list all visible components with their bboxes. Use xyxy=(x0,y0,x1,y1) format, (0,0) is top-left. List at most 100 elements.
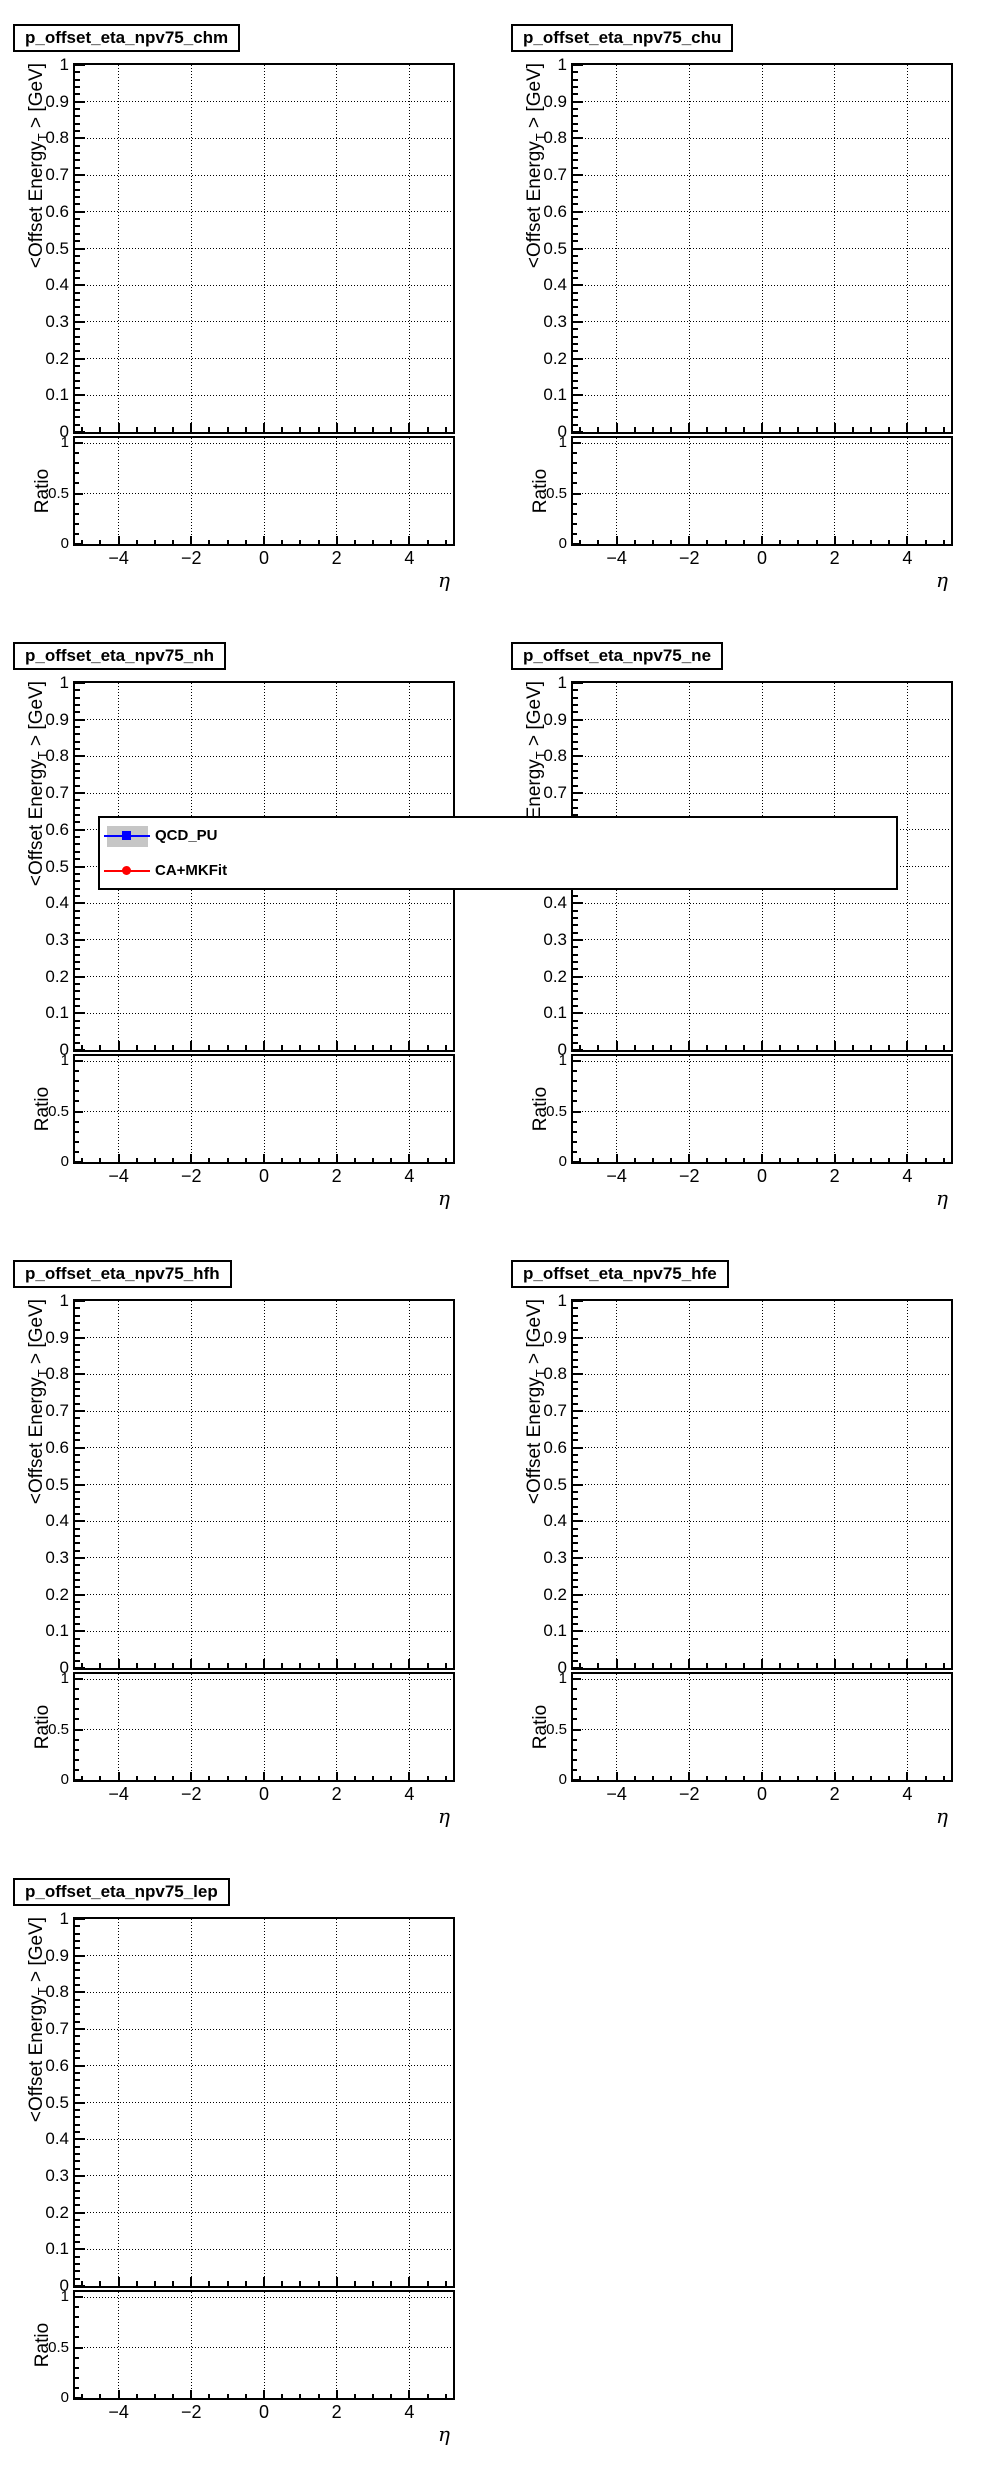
x-axis-tick xyxy=(317,427,320,432)
x-axis-tick xyxy=(706,1776,709,1780)
y-axis-tick xyxy=(75,931,80,934)
y-axis-tick xyxy=(75,1615,80,1618)
x-tick-label: 2 xyxy=(829,548,840,568)
x-gridline xyxy=(336,1056,338,1162)
y-axis-tick xyxy=(75,975,85,978)
x-axis-tick xyxy=(226,1776,229,1780)
y-axis-tick xyxy=(75,1410,85,1413)
y-axis-tick xyxy=(573,902,583,905)
ratio-y-tick xyxy=(75,1758,79,1761)
ratio-y-tick xyxy=(75,452,79,455)
y-axis-tick xyxy=(75,320,85,323)
x-axis-tick xyxy=(906,1041,909,1050)
x-axis-tick xyxy=(579,427,582,432)
x-axis-tick xyxy=(390,1158,393,1162)
y-axis-tick xyxy=(573,364,578,367)
y-tick-label: 0 xyxy=(59,422,69,441)
ratio-y-tick xyxy=(573,1150,577,1153)
x-axis-tick xyxy=(226,1663,229,1668)
y-axis-tick xyxy=(573,1600,578,1603)
y-tick-label: 0.8 xyxy=(45,1364,69,1384)
y-axis-tick xyxy=(573,799,578,802)
ratio-y-tick xyxy=(75,2386,79,2389)
x-axis-tick xyxy=(372,427,375,432)
ratio-y-tick xyxy=(75,1110,83,1113)
y-axis-tick xyxy=(573,1314,578,1317)
x-axis-tick xyxy=(117,1772,120,1780)
x-gridline xyxy=(263,1674,265,1780)
y-axis-tick xyxy=(75,2145,80,2148)
x-axis-tick xyxy=(426,1776,429,1780)
panel-title: p_offset_eta_npv75_hfe xyxy=(511,1260,729,1288)
y-axis-tick xyxy=(75,2174,85,2177)
y-axis-tick xyxy=(75,1446,85,1449)
x-axis-tick xyxy=(615,536,618,544)
x-gridline xyxy=(616,1056,618,1162)
y-tick-label: 0.7 xyxy=(45,2019,69,2039)
x-axis-tick xyxy=(633,427,636,432)
y-axis-label: <Offset EnergyT > [GeV] xyxy=(26,63,50,269)
ratio-axis-label: Ratio xyxy=(530,1704,551,1750)
legend-label-ca-mkfit: CA+MKFit xyxy=(155,862,228,879)
y-tick-label: 0.5 xyxy=(45,2092,69,2112)
y-axis-tick xyxy=(573,733,578,736)
x-axis-tick xyxy=(779,427,782,432)
ratio-plot-frame xyxy=(73,1672,455,1782)
y-axis-tick xyxy=(573,696,578,699)
panel-title: p_offset_eta_npv75_lep xyxy=(13,1878,230,1906)
y-axis-tick xyxy=(573,401,578,404)
ratio-y-tick xyxy=(75,1768,79,1771)
y-axis-tick xyxy=(75,291,80,294)
y-tick-label: 0 xyxy=(557,1040,567,1059)
ratio-tick-label: 1 xyxy=(60,1052,69,1070)
x-axis-tick xyxy=(724,1663,727,1668)
ratio-y-tick xyxy=(75,1130,79,1133)
ratio-plot-frame xyxy=(73,436,455,546)
y-axis-tick xyxy=(75,726,80,729)
y-axis-tick xyxy=(75,188,80,191)
x-axis-tick xyxy=(390,2394,393,2398)
x-tick-label: 0 xyxy=(756,548,767,568)
y-axis-tick xyxy=(75,394,85,397)
x-axis-tick xyxy=(190,1659,193,1668)
x-axis-tick xyxy=(299,2394,302,2398)
x-axis-tick xyxy=(833,1772,836,1780)
y-axis-tick xyxy=(573,1644,578,1647)
y-axis-tick xyxy=(75,328,80,331)
x-tick-label: −2 xyxy=(181,548,202,568)
x-axis-tick xyxy=(742,1158,745,1162)
y-axis-tick xyxy=(75,152,80,155)
x-gridline xyxy=(190,438,192,544)
x-axis-tick xyxy=(299,427,302,432)
x-gridline xyxy=(408,1674,410,1780)
y-axis-tick xyxy=(573,328,578,331)
y-axis-tick xyxy=(75,386,80,389)
x-axis-tick xyxy=(172,1663,175,1668)
y-axis-tick xyxy=(75,379,80,382)
x-axis-tick xyxy=(226,540,229,544)
ratio-y-tick xyxy=(573,462,577,465)
x-gridline xyxy=(688,1674,690,1780)
ratio-tick-label: 0.5 xyxy=(546,1720,567,1738)
y-axis-tick xyxy=(75,210,85,213)
y-axis-tick xyxy=(573,269,578,272)
y-axis-tick xyxy=(573,1549,578,1552)
y-tick-label: 0.9 xyxy=(45,709,69,729)
ratio-y-tick xyxy=(75,1120,79,1123)
y-axis-tick xyxy=(573,1439,578,1442)
x-gridline xyxy=(408,1919,410,2286)
x-axis-tick xyxy=(299,540,302,544)
x-gridline xyxy=(263,1301,265,1668)
x-axis-tick xyxy=(208,2394,211,2398)
x-axis-tick xyxy=(135,1158,138,1162)
x-gridline xyxy=(263,65,265,432)
y-tick-label: 0.7 xyxy=(45,1401,69,1421)
x-axis-tick xyxy=(99,1776,102,1780)
y-tick-label: 0.4 xyxy=(45,1511,69,1531)
x-axis-tick xyxy=(153,2394,156,2398)
y-tick-label: 1 xyxy=(557,673,567,692)
x-gridline xyxy=(688,1301,690,1668)
x-axis-tick xyxy=(426,540,429,544)
x-axis-tick xyxy=(317,1045,320,1050)
ratio-y-tick xyxy=(75,1728,83,1731)
